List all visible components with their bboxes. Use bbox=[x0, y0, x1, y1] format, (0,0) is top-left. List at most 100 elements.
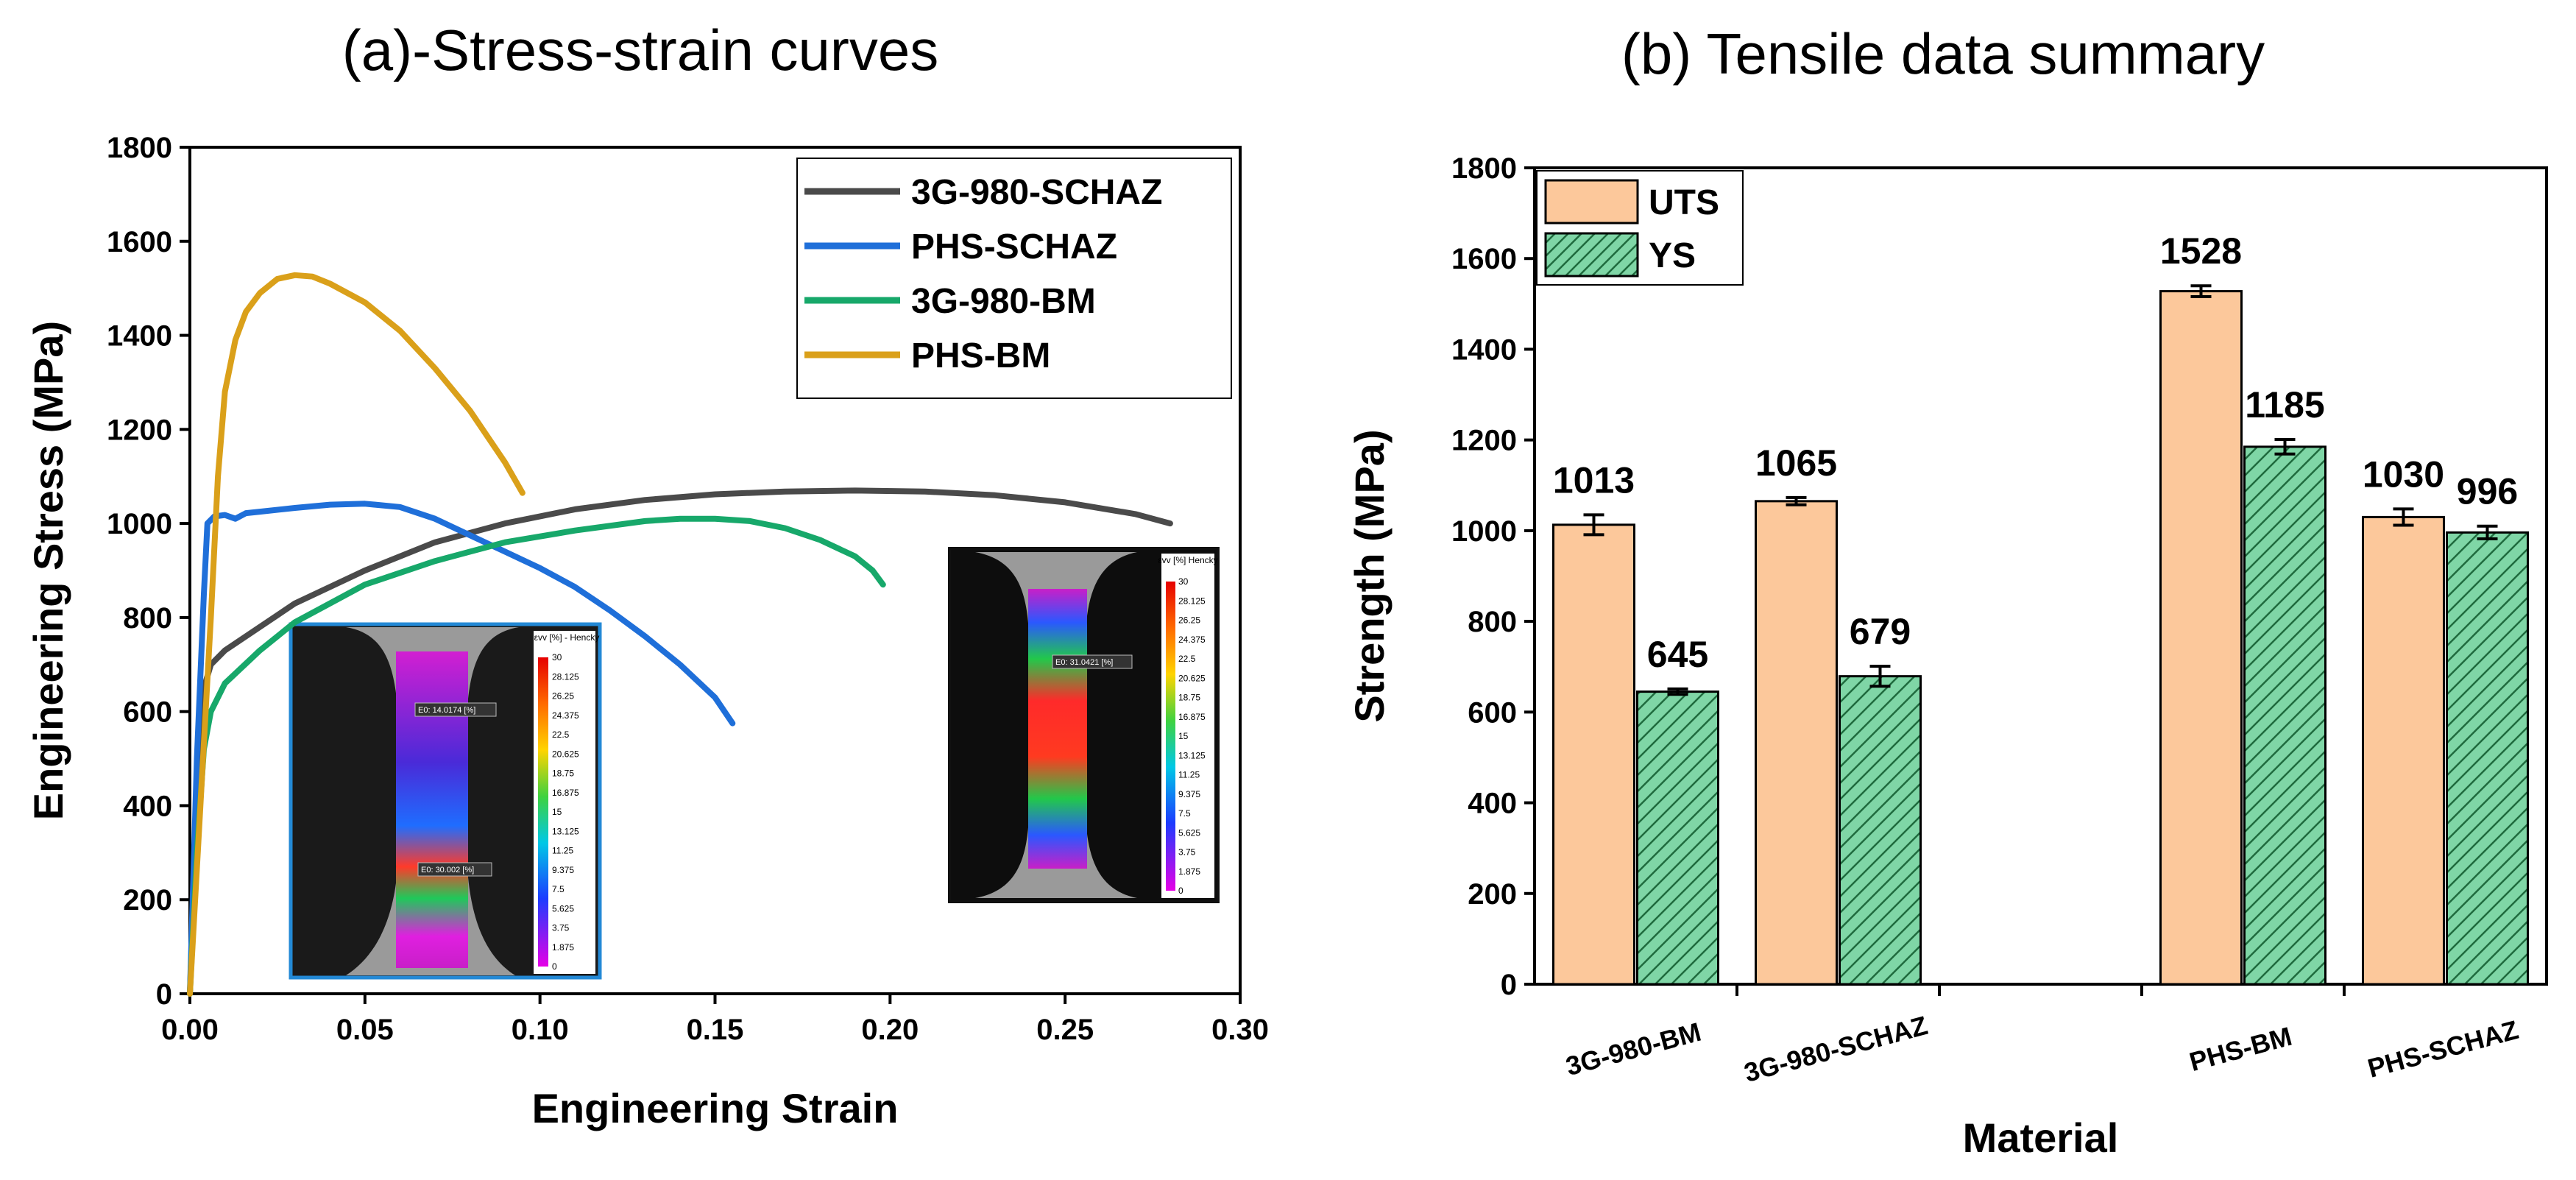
legend-label: PHS-SCHAZ bbox=[911, 227, 1117, 266]
chart-a-axes: 0.00 0.05 0.10 0.15 0.20 0.25 0.30 0 200 400 600 80… bbox=[25, 132, 1269, 1131]
tensile-summary-panel: (b) Tensile data summary 0 200 400 600 800 10… bbox=[1346, 21, 2548, 1161]
colorbar-tick: 5.625 bbox=[1178, 827, 1200, 838]
y-tick-label: 1000 bbox=[1451, 515, 1517, 548]
colorbar-tick: 15 bbox=[552, 807, 562, 817]
y-tick-label: 1200 bbox=[107, 414, 172, 446]
bar-value-label: 679 bbox=[1850, 611, 1911, 652]
colorbar-tick: 26.25 bbox=[1178, 615, 1200, 626]
y-tick-label: 800 bbox=[123, 602, 172, 635]
bar-ys bbox=[2243, 445, 2326, 986]
legend-swatch bbox=[1544, 179, 1639, 225]
chart-b-bars: 1013 645 1065 679 1528 1185 1030 996 bbox=[1552, 230, 2529, 986]
legend-label: YS bbox=[1649, 236, 1696, 275]
colorbar-tick: 9.375 bbox=[552, 865, 574, 875]
bar-value-label: 1528 bbox=[2160, 230, 2242, 272]
chart-b-legend: UTS YS bbox=[1536, 170, 1744, 286]
legend-swatch bbox=[1544, 232, 1639, 278]
series-line-phs-bm bbox=[187, 272, 526, 997]
colorbar-tick: 16.875 bbox=[552, 788, 579, 798]
colorbar-tick: 24.375 bbox=[1178, 635, 1206, 645]
y-tick-label: 1800 bbox=[1451, 152, 1517, 185]
y-tick-label: 1000 bbox=[107, 508, 172, 540]
colorbar-tick: 9.375 bbox=[1178, 789, 1200, 799]
category-label: 3G-980-BM bbox=[1563, 1017, 1704, 1081]
colorbar-tick: 3.75 bbox=[1178, 847, 1196, 858]
probe-box-3 bbox=[1052, 654, 1133, 669]
category-label: PHS-BM bbox=[2186, 1021, 2295, 1077]
series-line-3g-980-bm bbox=[187, 515, 886, 997]
y-tick-label: 400 bbox=[1468, 788, 1517, 820]
y-tick-label: 1200 bbox=[1451, 425, 1517, 457]
y-tick-label: 1600 bbox=[1451, 243, 1517, 275]
colorbar-tick: 0 bbox=[1178, 886, 1183, 896]
y-tick-label: 1400 bbox=[1451, 333, 1517, 366]
colorbar-tick: 11.25 bbox=[1178, 770, 1200, 780]
colorbar-tick: 18.75 bbox=[552, 769, 574, 779]
colorbar-tick: 15 bbox=[1178, 731, 1189, 741]
colorbar-tick: 20.625 bbox=[1178, 673, 1206, 683]
y-tick-label: 200 bbox=[1468, 878, 1517, 911]
colorbar-tick: 7.5 bbox=[552, 884, 565, 894]
colorbar-scale-right: 30 28.125 26.25 24.375 22.5 20.625 18.75 16.875… bbox=[1178, 576, 1206, 896]
colorbar-tick: 5.625 bbox=[552, 903, 574, 914]
colorbar-right bbox=[1166, 582, 1175, 891]
probe-label-2: E0: 30.002 [%] bbox=[421, 866, 474, 875]
y-axis-label-a: Engineering Stress (MPa) bbox=[25, 321, 71, 820]
y-tick-label: 1600 bbox=[107, 226, 172, 258]
colorbar-tick: 28.125 bbox=[1178, 596, 1206, 606]
bar-uts bbox=[2362, 515, 2445, 986]
chart-b-title: (b) Tensile data summary bbox=[1621, 21, 2265, 86]
probe-label-3: E0: 31.0421 [%] bbox=[1055, 658, 1113, 667]
chart-a-curves bbox=[187, 272, 1173, 997]
colorbar-tick: 7.5 bbox=[1178, 808, 1191, 819]
y-tick-label: 600 bbox=[1468, 696, 1517, 729]
bar-uts bbox=[1552, 523, 1635, 986]
category-label: PHS-SCHAZ bbox=[2365, 1014, 2522, 1084]
chart-a-legend: 3G-980-SCHAZ PHS-SCHAZ 3G-980-BM PHS-BM bbox=[796, 158, 1232, 399]
y-axis-label-b: Strength (MPa) bbox=[1346, 429, 1393, 722]
x-tick-label: 0.05 bbox=[336, 1014, 394, 1046]
y-tick-label: 1800 bbox=[107, 132, 172, 164]
x-axis-label-b: Material bbox=[1963, 1114, 2119, 1161]
series-line-phs-schaz bbox=[187, 501, 736, 997]
bar-ys bbox=[1636, 690, 1719, 986]
y-tick-label: 0 bbox=[1501, 969, 1517, 1001]
probe-box-1 bbox=[414, 702, 497, 717]
legend-title-left: εvv [%] - Hencky bbox=[534, 632, 600, 643]
colorbar-tick: 24.375 bbox=[552, 710, 579, 721]
bar-value-label: 1065 bbox=[1755, 442, 1837, 484]
x-tick-label: 0.30 bbox=[1211, 1014, 1269, 1046]
colorbar-tick: 11.25 bbox=[552, 846, 573, 856]
y-tick-label: 0 bbox=[156, 978, 172, 1011]
bar-value-label: 1030 bbox=[2363, 453, 2444, 495]
colorbar-tick: 20.625 bbox=[552, 749, 579, 759]
strain-field-right bbox=[1028, 589, 1087, 869]
bar-uts bbox=[1755, 500, 1838, 986]
strain-field-left bbox=[396, 651, 468, 968]
legend-label: UTS bbox=[1649, 183, 1719, 222]
colorbar-tick: 30 bbox=[1178, 576, 1189, 587]
dic-insets: εvv [%] - Hencky 30 28.125 26.25 24.375 22.5… bbox=[289, 547, 1220, 980]
legend-label: PHS-BM bbox=[911, 336, 1050, 375]
colorbar-tick: 3.75 bbox=[552, 923, 570, 933]
dic-inset-left: εvv [%] - Hencky 30 28.125 26.25 24.375 22.5… bbox=[289, 622, 602, 980]
chart-a-title: (a)-Stress-strain curves bbox=[342, 18, 938, 82]
colorbar-tick: 26.25 bbox=[552, 691, 574, 702]
plot-frame-b bbox=[1533, 166, 2548, 986]
colorbar-scale-left: 30 28.125 26.25 24.375 22.5 20.625 18.75 16.875… bbox=[552, 652, 579, 972]
bar-value-label: 1185 bbox=[2245, 384, 2324, 425]
bar-ys bbox=[1839, 675, 1922, 986]
series-line-3g-980-schaz bbox=[187, 487, 1173, 997]
stress-strain-panel: (a)-Stress-strain curves 0.00 0.05 0.10 0.1… bbox=[25, 18, 1269, 1131]
y-tick-label: 1400 bbox=[107, 320, 172, 353]
bar-value-label: 996 bbox=[2457, 471, 2518, 512]
legend-title-right: εvv [%] Hencky bbox=[1158, 555, 1217, 565]
x-tick-label: 0.25 bbox=[1036, 1014, 1094, 1046]
x-tick-label: 0.10 bbox=[512, 1014, 569, 1046]
colorbar-tick: 30 bbox=[552, 652, 562, 663]
dic-inset-right: εvv [%] Hencky 30 28.125 26.25 24.375 22.5 20… bbox=[948, 547, 1220, 903]
legend-label: 3G-980-SCHAZ bbox=[911, 173, 1162, 212]
y-tick-label: 400 bbox=[123, 790, 172, 822]
colorbar-tick: 13.125 bbox=[1178, 750, 1206, 760]
